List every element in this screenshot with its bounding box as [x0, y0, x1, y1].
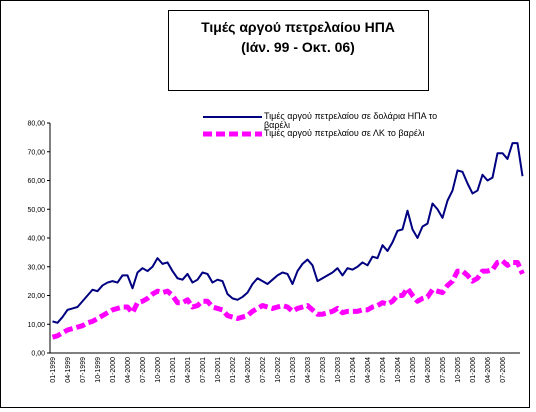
legend-label: Τιμές αργού πετρελαίου σε δολάρια ΗΠΑ το… — [264, 111, 438, 130]
x-tick-label: 01-2001 — [170, 357, 177, 383]
y-tick-label: 20,00 — [27, 293, 45, 300]
chart-title: Τιμές αργού πετρελαίου ΗΠΑ — [201, 19, 395, 35]
y-tick-label: 10,00 — [27, 322, 45, 329]
x-tick-label: 01-2004 — [350, 357, 357, 383]
x-tick-label: 10-2002 — [275, 357, 282, 383]
x-tick-label: 07-1999 — [80, 357, 87, 383]
x-tick-label: 01-2002 — [230, 357, 237, 383]
y-tick-label: 50,00 — [27, 207, 45, 214]
y-tick-label: 0,00 — [31, 351, 45, 358]
x-tick-label: 07-2006 — [500, 357, 507, 383]
legend-label: Τιμές αργού πετρελαίου σε ΛΚ το βαρέλι — [264, 128, 425, 138]
x-tick-label: 04-2006 — [485, 357, 492, 383]
x-tick-label: 04-2002 — [245, 357, 252, 383]
chart-border — [0, 0, 530, 408]
x-tick-label: 04-1999 — [65, 357, 72, 383]
x-tick-label: 10-2000 — [155, 357, 162, 383]
title-box — [168, 10, 429, 91]
x-tick-label: 07-2000 — [140, 357, 147, 383]
x-tick-label: 07-2002 — [260, 357, 267, 383]
y-tick-label: 60,00 — [27, 178, 45, 185]
y-tick-label: 40,00 — [27, 236, 45, 243]
y-tick-label: 70,00 — [27, 149, 45, 156]
chart-subtitle: (Ιάν. 99 - Οκτ. 06) — [241, 39, 355, 55]
series-line — [51, 258, 525, 340]
y-tick-label: 80,00 — [27, 121, 45, 128]
x-tick-label: 04-2005 — [425, 357, 432, 383]
x-tick-label: 01-2006 — [470, 357, 477, 383]
x-tick-label: 01-2000 — [110, 357, 117, 383]
x-tick-label: 01-2003 — [290, 357, 297, 383]
x-tick-label: 10-2003 — [335, 357, 342, 383]
x-tick-label: 10-2001 — [215, 357, 222, 383]
x-tick-label: 10-1999 — [95, 357, 102, 383]
x-tick-label: 01-2005 — [410, 357, 417, 383]
x-tick-label: 07-2004 — [380, 357, 387, 383]
x-tick-label: 07-2005 — [440, 357, 447, 383]
x-tick-label: 04-2000 — [125, 357, 132, 383]
x-tick-label: 04-2003 — [305, 357, 312, 383]
y-tick-label: 30,00 — [27, 264, 45, 271]
x-tick-label: 10-2004 — [395, 357, 402, 383]
x-tick-label: 01-1999 — [50, 357, 57, 383]
x-tick-label: 07-2003 — [320, 357, 327, 383]
x-tick-label: 07-2001 — [200, 357, 207, 383]
series-line — [52, 142, 524, 324]
x-tick-label: 04-2004 — [365, 357, 372, 383]
x-tick-label: 04-2001 — [185, 357, 192, 383]
x-tick-label: 10-2005 — [455, 357, 462, 383]
